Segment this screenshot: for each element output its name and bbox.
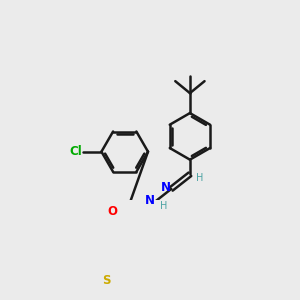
Text: H: H <box>196 172 203 183</box>
Text: O: O <box>107 205 117 218</box>
Text: Cl: Cl <box>70 145 83 158</box>
Text: H: H <box>160 201 167 211</box>
Text: S: S <box>103 274 111 287</box>
Text: N: N <box>161 181 171 194</box>
Text: N: N <box>145 194 155 207</box>
